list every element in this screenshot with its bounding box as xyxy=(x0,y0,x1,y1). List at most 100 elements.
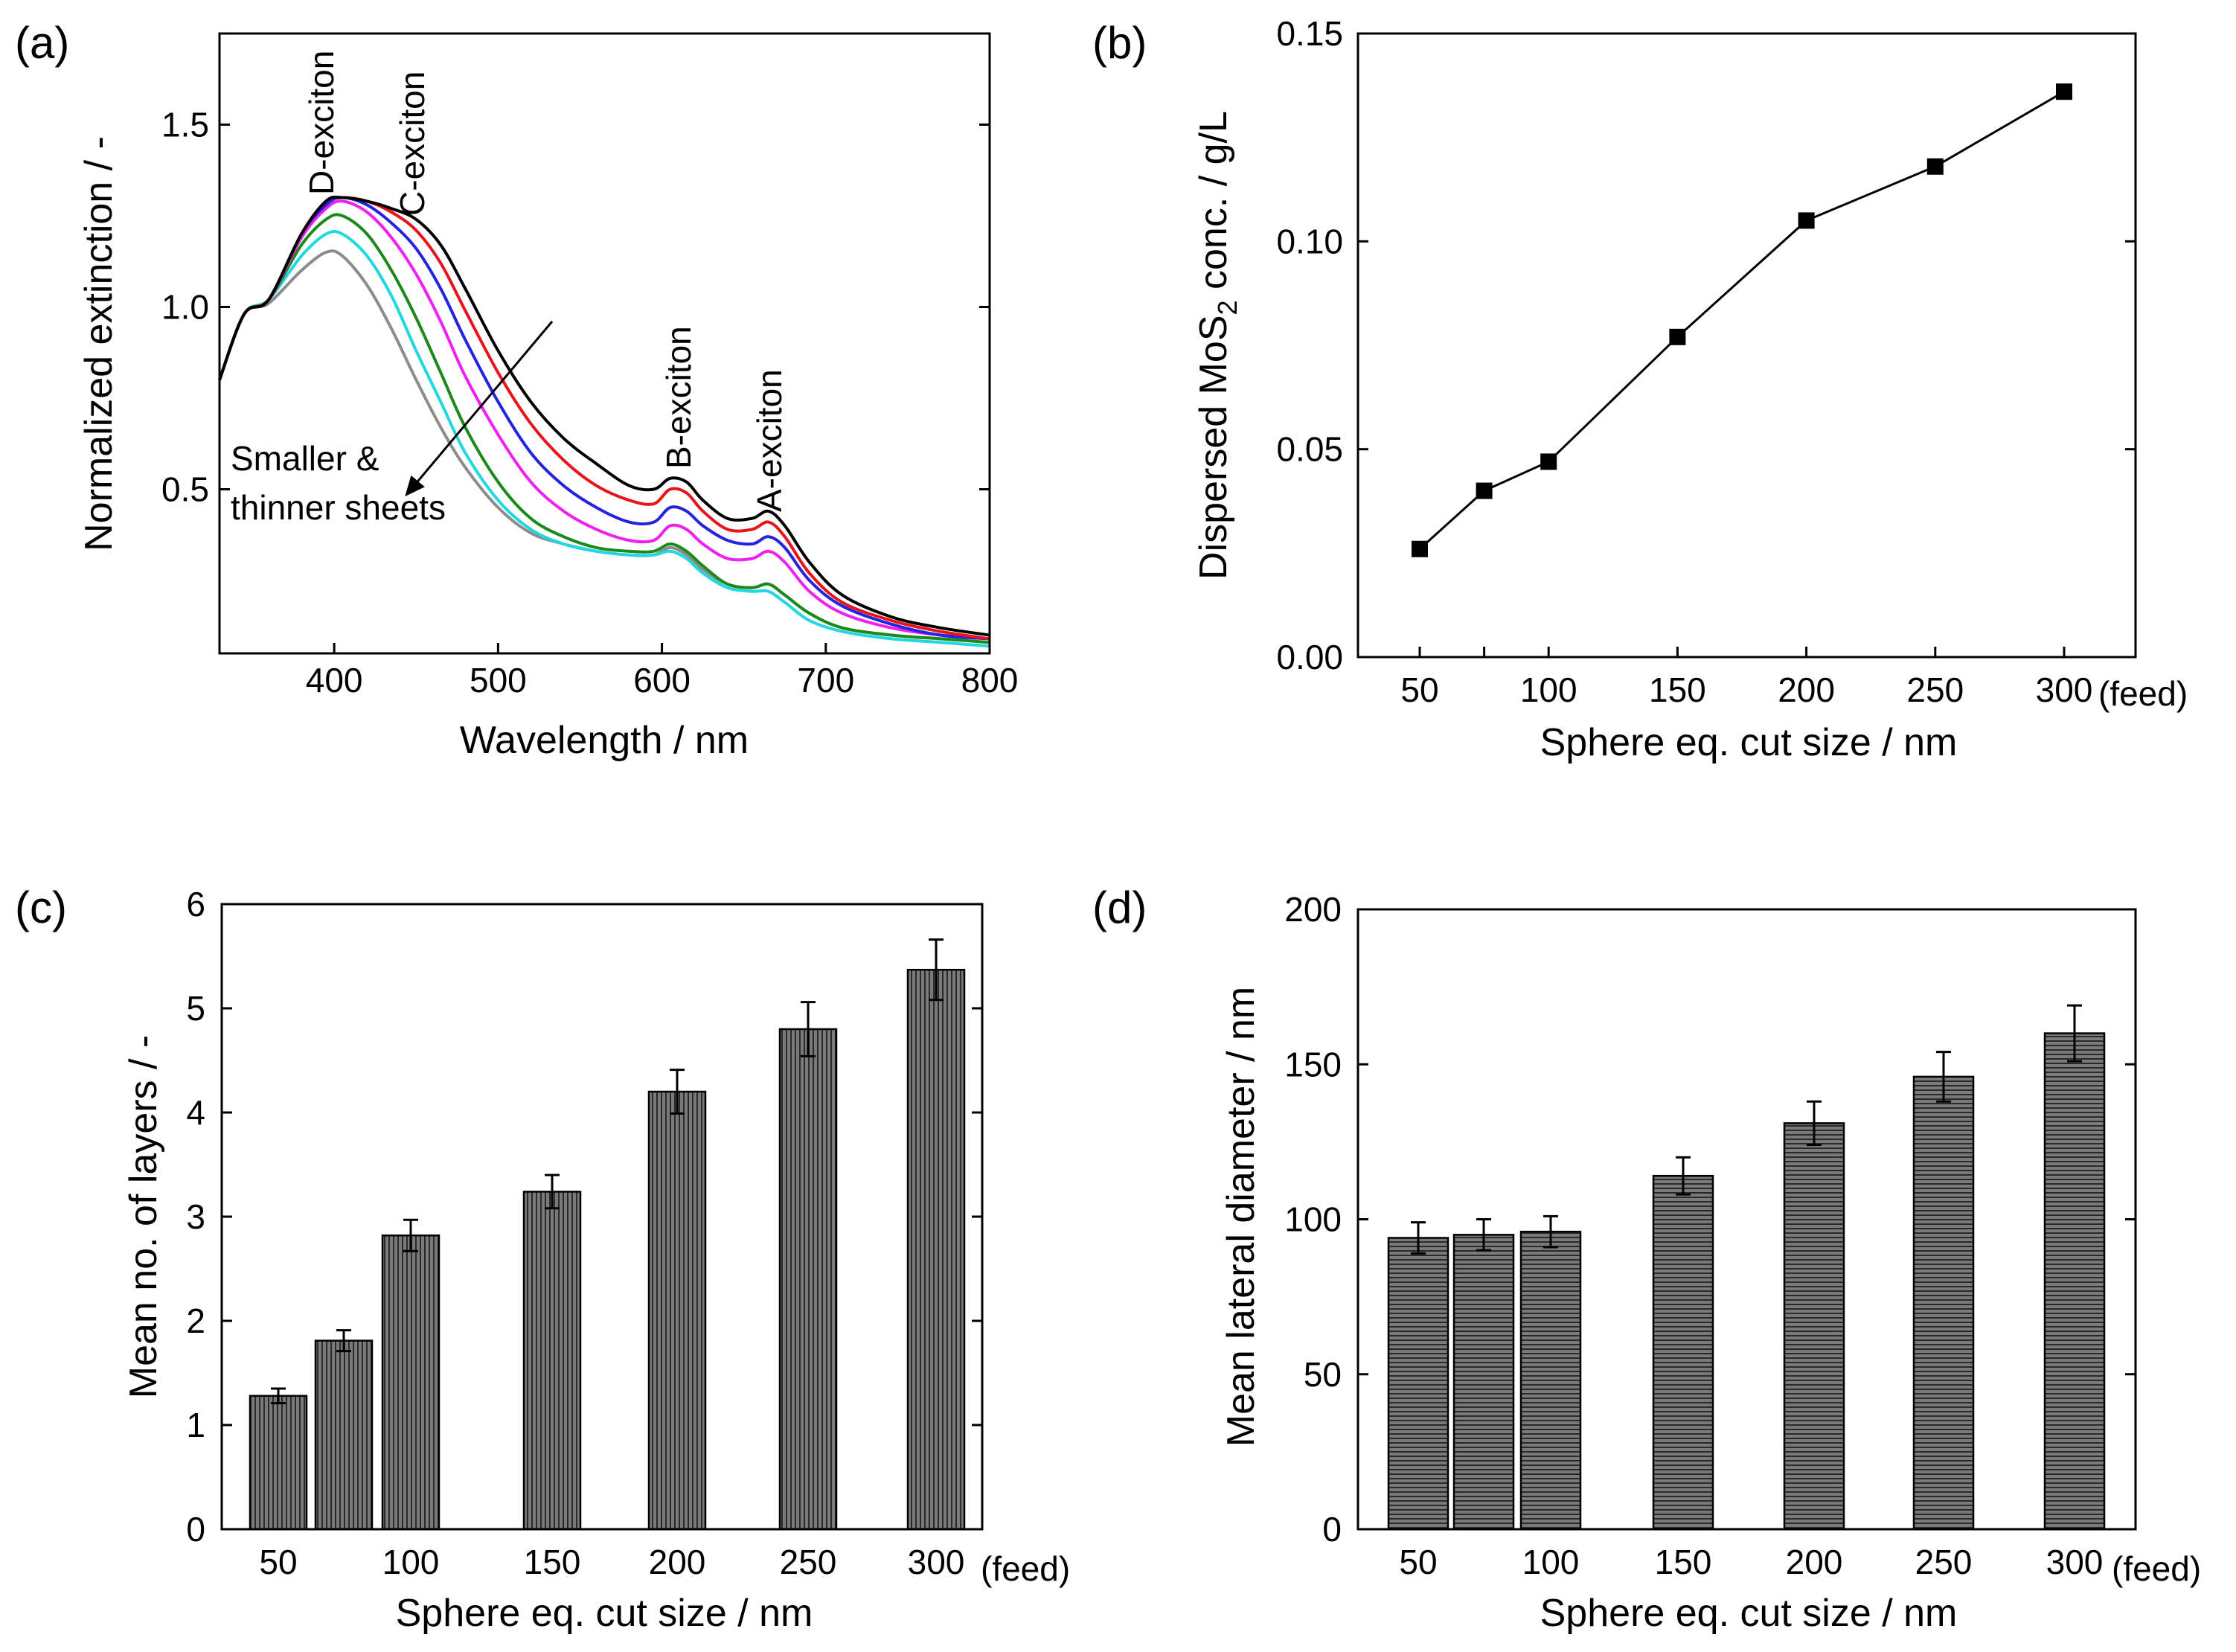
y-tick-label-c: 5 xyxy=(186,989,205,1028)
diameter-bars xyxy=(1387,1004,2106,1531)
y-tick-label-c: 4 xyxy=(186,1093,205,1132)
x-tick-label-d: 100 xyxy=(1522,1543,1580,1581)
y-tick-label-a: 1.5 xyxy=(161,106,209,144)
x-tick-label-c: 300 xyxy=(908,1543,965,1581)
data-point-b xyxy=(2056,83,2072,100)
x-axis-title-b: Sphere eq. cut size / nm xyxy=(1540,721,1958,764)
spectrum-blue xyxy=(218,196,990,641)
bar-d xyxy=(1387,1237,1449,1531)
x-tick-label-c: 200 xyxy=(649,1543,706,1581)
data-point-b xyxy=(1540,453,1557,470)
annotation-a-exciton: A-exciton xyxy=(750,369,789,512)
panel-c-layers: (c) 50 100 150 200 250 300 0 1 2 3 4 5 6 (feed) Sphe… xyxy=(15,883,1070,1635)
bar-d xyxy=(1519,1230,1582,1531)
y-tick-label-c: 2 xyxy=(186,1302,205,1340)
y-tick-label-c: 6 xyxy=(186,885,205,923)
concentration-series xyxy=(1412,83,2072,557)
spectrum-magenta xyxy=(218,199,990,641)
data-point-b xyxy=(1669,328,1686,345)
y-tick-label-d: 200 xyxy=(1284,890,1342,929)
y-axis-title-a: Normalized extinction / - xyxy=(77,136,121,551)
y-axis-title-b: Dispersed MoS2 conc. / g/L xyxy=(1192,111,1243,580)
layer-bars xyxy=(249,938,966,1531)
y-tick-label-b: 0.15 xyxy=(1276,14,1343,53)
y-tick-label-d: 150 xyxy=(1284,1045,1342,1083)
spectra-curves xyxy=(218,195,990,648)
x-tick-label-a: 500 xyxy=(470,661,527,699)
bar-c xyxy=(522,1191,582,1531)
plot-frame-d xyxy=(1356,908,2137,1531)
x-axis-title-c: Sphere eq. cut size / nm xyxy=(396,1592,813,1635)
bar-c xyxy=(249,1395,308,1531)
y-axis-title-d: Mean lateral diameter / nm xyxy=(1220,987,1263,1447)
x-tick-label-a: 800 xyxy=(961,661,1019,699)
panel-label-b: (b) xyxy=(1092,18,1147,68)
axis-ticks-c: 50 100 150 200 250 300 0 1 2 3 4 5 6 xyxy=(186,885,982,1581)
plot-frame-b xyxy=(1356,32,2137,659)
x-axis-title-d: Sphere eq. cut size / nm xyxy=(1540,1592,1958,1635)
bar-c xyxy=(647,1090,707,1531)
x-tick-label-c: 50 xyxy=(259,1543,297,1581)
x-tick-label-d: 150 xyxy=(1655,1543,1712,1581)
data-point-b xyxy=(1476,482,1493,499)
y-tick-label-d: 100 xyxy=(1284,1200,1342,1239)
annotation-d-exciton: D-exciton xyxy=(302,51,341,195)
plot-frame-c xyxy=(220,903,984,1531)
plot-frame-a xyxy=(218,32,991,655)
bar-d xyxy=(1452,1234,1515,1531)
bar-c xyxy=(906,968,966,1531)
panel-label-a: (a) xyxy=(15,18,69,68)
y-tick-label-a: 0.5 xyxy=(161,470,209,509)
y-axis-title-b-sub: 2 xyxy=(1212,300,1243,315)
x-tick-label-d: 200 xyxy=(1786,1543,1843,1581)
x-tick-label-b: 150 xyxy=(1649,670,1706,709)
annotation-trend-line1: Smaller & xyxy=(231,439,379,478)
concentration-line xyxy=(1418,90,2065,550)
y-tick-label-c: 1 xyxy=(186,1406,205,1444)
y-tick-label-d: 50 xyxy=(1304,1355,1342,1394)
data-point-b xyxy=(1412,540,1428,557)
bar-c xyxy=(381,1234,441,1531)
y-tick-label-d: 0 xyxy=(1322,1510,1342,1549)
y-tick-label-b: 0.10 xyxy=(1276,222,1343,260)
y-tick-label-a: 1.0 xyxy=(161,288,209,327)
feed-label-d: (feed) xyxy=(2112,1549,2201,1588)
feed-label-c: (feed) xyxy=(981,1549,1070,1588)
x-tick-label-b: 50 xyxy=(1400,670,1438,709)
spectrum-red xyxy=(218,195,990,641)
axis-ticks-a: 400 500 600 700 800 0.5 1.0 1.5 xyxy=(161,106,1018,700)
x-tick-label-a: 600 xyxy=(633,661,691,699)
panel-b-concentration: (b) 50 100 150 200 250 300 0.00 0.05 0.10 0.15 (f… xyxy=(1092,14,2188,764)
y-axis-title-b-main: Dispersed MoS xyxy=(1192,315,1235,579)
x-tick-label-b: 300 xyxy=(2036,670,2093,709)
bar-c xyxy=(314,1339,374,1531)
panel-a-extinction-spectra: (a) 400 500 600 700 800 0.5 1.0 1.5 Wavelength … xyxy=(15,18,1018,762)
y-axis-title-b-tail: conc. / g/L xyxy=(1192,111,1235,300)
bar-d xyxy=(1912,1075,1975,1531)
bar-d xyxy=(1652,1174,1714,1531)
data-point-b xyxy=(1926,158,1944,175)
x-tick-label-d: 300 xyxy=(2046,1543,2104,1581)
x-tick-label-c: 250 xyxy=(780,1543,837,1581)
annotation-b-exciton: B-exciton xyxy=(659,326,698,469)
panel-d-lateral-diameter: (d) 50 100 150 200 250 300 0 50 100 150 200 (feed)… xyxy=(1092,883,2201,1635)
x-tick-label-b: 250 xyxy=(1906,670,1964,709)
x-tick-label-b: 200 xyxy=(1778,670,1835,709)
x-tick-label-d: 50 xyxy=(1399,1543,1437,1581)
y-tick-label-c: 0 xyxy=(186,1510,205,1549)
y-tick-label-b: 0.00 xyxy=(1276,638,1343,676)
x-tick-label-a: 700 xyxy=(797,661,854,699)
y-tick-label-c: 3 xyxy=(186,1197,205,1236)
axis-ticks-b: 50 100 150 200 250 300 0.00 0.05 0.10 0.15 xyxy=(1276,14,2136,709)
spectrum-cyan xyxy=(218,229,990,648)
x-tick-label-c: 150 xyxy=(524,1543,581,1581)
annotation-c-exciton: C-exciton xyxy=(393,71,432,216)
x-axis-title-a: Wavelength / nm xyxy=(460,719,749,762)
panel-label-c: (c) xyxy=(15,883,67,932)
bar-c xyxy=(778,1028,838,1531)
bar-d xyxy=(2043,1032,2106,1531)
x-tick-label-c: 100 xyxy=(382,1543,440,1581)
spectrum-green xyxy=(218,213,990,644)
x-tick-label-d: 250 xyxy=(1915,1543,1973,1581)
